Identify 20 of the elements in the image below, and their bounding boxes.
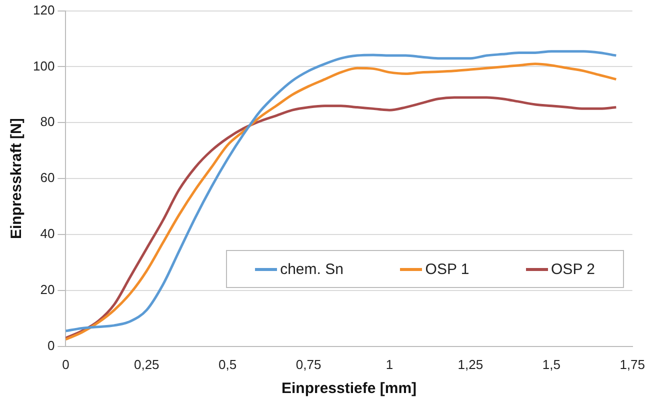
y-tick-label: 80: [40, 114, 55, 130]
y-tick-label: 100: [32, 58, 55, 74]
x-tick-label: 0,25: [134, 356, 160, 372]
legend-label: chem. Sn: [280, 260, 344, 278]
y-tick-label: 120: [32, 2, 55, 18]
y-tick-label: 20: [40, 282, 55, 298]
legend-label: OSP 1: [425, 260, 470, 278]
x-tick-label: 1,25: [458, 356, 484, 372]
x-tick-label: 0,5: [218, 356, 237, 372]
x-tick-label: 1: [386, 356, 394, 372]
y-axis-title: Einpresskraft [N]: [8, 118, 26, 240]
y-tick-label: 60: [40, 170, 55, 186]
x-tick-label: 0: [62, 356, 70, 372]
x-axis-title: Einpresstiefe [mm]: [281, 380, 417, 398]
y-tick-label: 40: [40, 226, 55, 242]
legend-label: OSP 2: [551, 260, 595, 278]
x-tick-label: 1,5: [542, 356, 560, 372]
y-tick-label: 0: [47, 338, 55, 353]
x-tick-label: 1,75: [620, 356, 646, 372]
x-tick-label: 0,75: [296, 356, 322, 372]
